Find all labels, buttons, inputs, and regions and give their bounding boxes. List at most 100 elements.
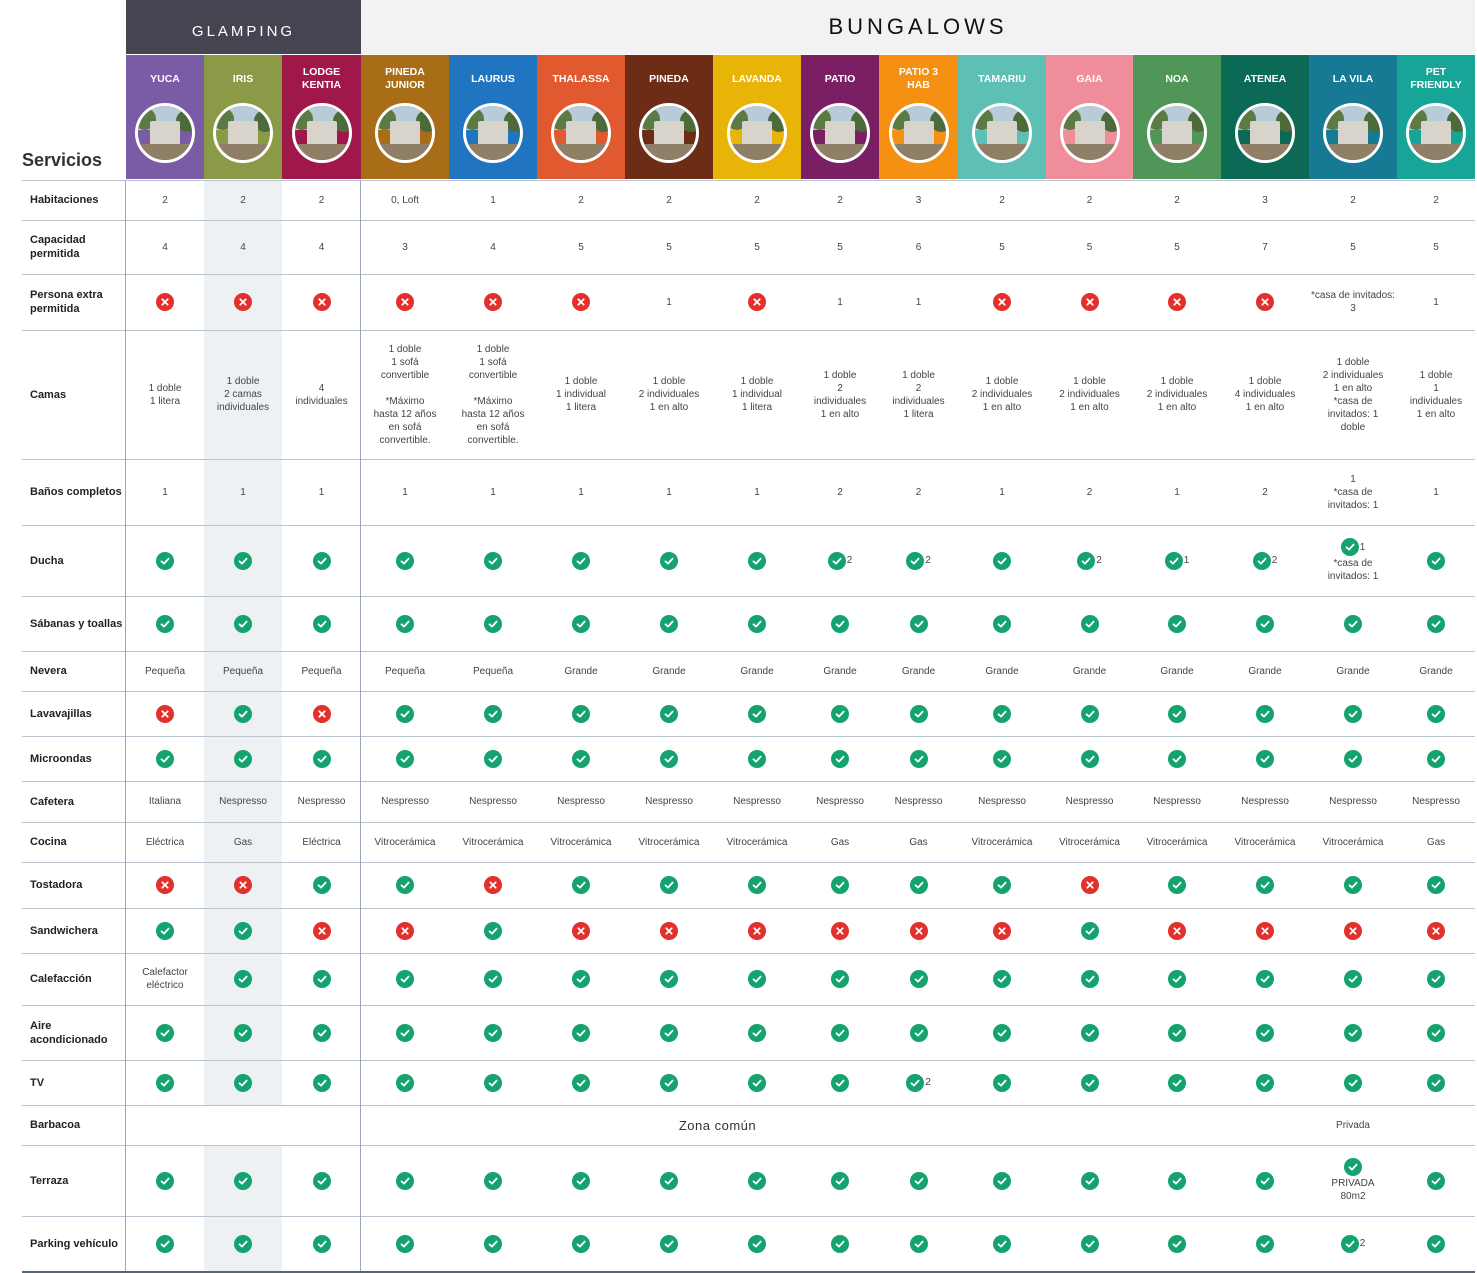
row-divider bbox=[22, 781, 1475, 782]
row-divider bbox=[22, 651, 1475, 652]
column-header-la-vila[interactable]: LA VILA bbox=[1309, 55, 1397, 179]
row-label-ducha: Ducha bbox=[30, 554, 64, 567]
column-header-lavanda[interactable]: LAVANDA bbox=[713, 55, 801, 179]
check-circle-icon bbox=[831, 749, 849, 768]
check-circle-icon bbox=[993, 749, 1011, 768]
cell-capacidad-thalassa: 5 bbox=[537, 220, 625, 274]
cell-microondas-patio-3-hab bbox=[879, 736, 958, 781]
check-circle-icon bbox=[1168, 970, 1186, 988]
cell-text: Grande bbox=[985, 665, 1019, 677]
row-label-microondas: Microondas bbox=[30, 752, 92, 765]
check-circle-icon bbox=[831, 614, 849, 633]
cell-habitaciones-pet-friendly: 2 bbox=[1397, 180, 1475, 220]
servicios-title: Servicios bbox=[22, 150, 103, 170]
check-circle-icon bbox=[572, 876, 590, 894]
cell-aire-tamariu bbox=[958, 1005, 1046, 1060]
row-label-habitaciones: Habitaciones bbox=[30, 194, 99, 206]
cell-cocina-pineda-junior: Vitrocerámica bbox=[361, 822, 449, 862]
cell-sabanas-gaia bbox=[1046, 596, 1133, 651]
cell-cocina-gaia: Vitrocerámica bbox=[1046, 822, 1133, 862]
cell-ducha-gaia: 2 bbox=[1046, 525, 1133, 596]
cell-count: 1 bbox=[1183, 555, 1190, 566]
cell-parking-patio-3-hab bbox=[879, 1216, 958, 1271]
cell-sabanas-pineda bbox=[625, 596, 713, 651]
cross-circle-icon bbox=[312, 704, 331, 723]
cell-terraza-laurus bbox=[449, 1145, 537, 1216]
check-circle-icon bbox=[156, 614, 174, 633]
cell-ducha-atenea: 2 bbox=[1221, 525, 1309, 596]
check-circle-icon bbox=[1340, 1234, 1359, 1253]
cell-text: 2 bbox=[999, 194, 1005, 206]
cell-text: 1 bbox=[162, 486, 168, 498]
column-header-laurus[interactable]: LAURUS bbox=[449, 55, 537, 179]
cell-tv-patio bbox=[801, 1060, 879, 1105]
cell-tostadora-iris bbox=[204, 862, 282, 908]
cell-parking-lodge-kentia bbox=[282, 1216, 361, 1271]
cell-microondas-laurus bbox=[449, 736, 537, 781]
cross-circle-icon bbox=[156, 704, 174, 723]
cell-note: *casa de invitados: 1 bbox=[1327, 558, 1379, 582]
cell-text: 1 bbox=[1433, 296, 1439, 308]
cell-persona-extra-pineda-junior bbox=[361, 274, 449, 330]
check-circle-icon bbox=[396, 1023, 414, 1042]
cell-sandwichera-pet-friendly bbox=[1397, 908, 1475, 953]
column-header-noa[interactable]: NOA bbox=[1133, 55, 1221, 179]
cell-ducha-patio: 2 bbox=[801, 525, 879, 596]
column-header-lodge-kentia[interactable]: LODGE KENTIA bbox=[282, 55, 361, 179]
cell-microondas-pineda bbox=[625, 736, 713, 781]
cell-text: 6 bbox=[915, 241, 922, 253]
column-header-pineda[interactable]: PINEDA bbox=[625, 55, 713, 179]
check-circle-icon bbox=[1080, 704, 1099, 723]
check-circle-icon bbox=[660, 1234, 678, 1253]
cross-circle-icon bbox=[156, 876, 174, 894]
row-label-lavavajillas: Lavavajillas bbox=[30, 707, 92, 720]
cross-circle-icon bbox=[1080, 293, 1099, 311]
cell-text: 1 bbox=[490, 194, 496, 206]
cell-tostadora-gaia bbox=[1046, 862, 1133, 908]
column-header-patio[interactable]: PATIO bbox=[801, 55, 879, 179]
cell-banos-laurus: 1 bbox=[449, 459, 537, 525]
cell-banos-gaia: 2 bbox=[1046, 459, 1133, 525]
cell-tostadora-noa bbox=[1133, 862, 1221, 908]
column-header-gaia[interactable]: GAIA bbox=[1046, 55, 1133, 179]
column-header-atenea[interactable]: ATENEA bbox=[1221, 55, 1309, 179]
cell-cocina-laurus: Vitrocerámica bbox=[449, 822, 537, 862]
cell-text: 2 bbox=[1086, 486, 1093, 498]
column-header-yuca[interactable]: YUCA bbox=[126, 55, 204, 179]
cell-lavavajillas-la-vila bbox=[1309, 691, 1397, 736]
row-label-cocina: Cocina bbox=[30, 836, 67, 848]
check-circle-icon bbox=[993, 551, 1011, 570]
cell-sabanas-lodge-kentia bbox=[282, 596, 361, 651]
cell-habitaciones-pineda: 2 bbox=[625, 180, 713, 220]
cell-tostadora-patio-3-hab bbox=[879, 862, 958, 908]
cell-tv-atenea bbox=[1221, 1060, 1309, 1105]
cell-count: 2 bbox=[925, 1077, 931, 1088]
cell-aire-patio-3-hab bbox=[879, 1005, 958, 1060]
column-header-pet-friendly[interactable]: PET FRIENDLY bbox=[1397, 55, 1475, 179]
check-circle-icon bbox=[993, 614, 1011, 633]
column-header-patio-3-hab[interactable]: PATIO 3 HAB bbox=[879, 55, 958, 179]
cell-cafetera-iris: Nespresso bbox=[204, 781, 282, 822]
check-circle-icon bbox=[572, 1073, 590, 1092]
cell-sabanas-laurus bbox=[449, 596, 537, 651]
column-header-iris[interactable]: IRIS bbox=[204, 55, 282, 179]
column-header-thalassa[interactable]: THALASSA bbox=[537, 55, 625, 179]
check-circle-icon bbox=[234, 1023, 252, 1042]
cell-aire-pineda bbox=[625, 1005, 713, 1060]
column-header-pineda-junior[interactable]: PINEDA JUNIOR bbox=[361, 55, 449, 179]
cell-text: Pequeña bbox=[301, 665, 342, 677]
column-header-tamariu[interactable]: TAMARIU bbox=[958, 55, 1046, 179]
check-circle-icon bbox=[156, 1171, 174, 1190]
cross-circle-icon bbox=[484, 293, 502, 311]
column-name: PATIO bbox=[824, 72, 856, 85]
cell-microondas-tamariu bbox=[958, 736, 1046, 781]
cell-tv-gaia bbox=[1046, 1060, 1133, 1105]
cell-text: Grande bbox=[564, 665, 598, 677]
cell-aire-laurus bbox=[449, 1005, 537, 1060]
cell-camas-tamariu: 1 doble 2 individuales 1 en alto bbox=[958, 330, 1046, 459]
cell-microondas-pineda-junior bbox=[361, 736, 449, 781]
cell-text: 2 bbox=[754, 194, 760, 206]
row-divider bbox=[22, 1060, 1475, 1061]
check-circle-icon bbox=[312, 1171, 331, 1190]
cell-tv-yuca bbox=[126, 1060, 204, 1105]
